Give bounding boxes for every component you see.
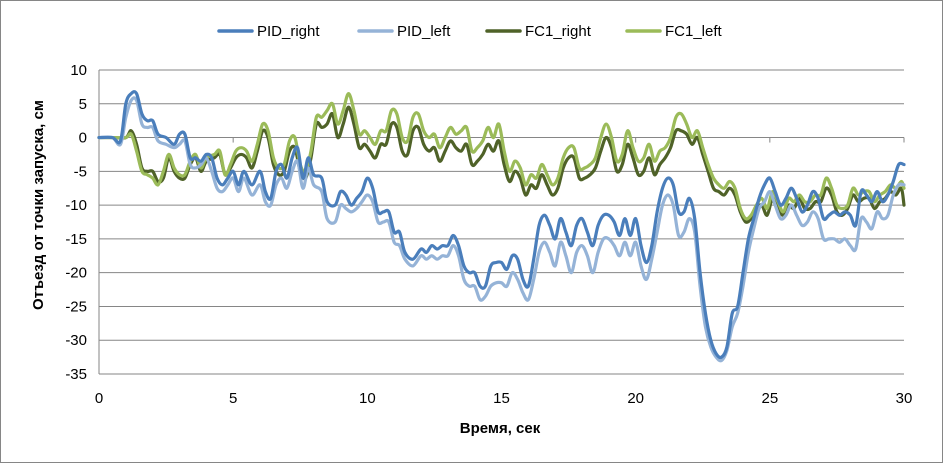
x-tick-label: 30 xyxy=(896,390,913,407)
legend-item-pid-left: PID_left xyxy=(357,23,451,40)
gridlines xyxy=(99,69,904,375)
y-tick-labels: 10 5 0 -5 -10 -15 -20 -25 -30 -35 xyxy=(65,62,87,383)
x-tick-label: 5 xyxy=(229,390,237,407)
y-tick-label: -20 xyxy=(65,265,87,282)
series-line-pid-right xyxy=(97,90,906,360)
x-tick-label: 20 xyxy=(627,390,644,407)
series-lines xyxy=(97,90,906,363)
y-tick-label: -35 xyxy=(65,366,87,383)
x-tick-label: 0 xyxy=(95,390,103,407)
legend-label: FC1_left xyxy=(665,23,723,40)
y-tick-label: -25 xyxy=(65,298,87,315)
y-tick-label: 10 xyxy=(70,62,87,79)
legend-item-fc1-left: FC1_left xyxy=(625,23,723,40)
y-tick-label: -5 xyxy=(74,163,87,180)
y-tick-label: -30 xyxy=(65,332,87,349)
axes xyxy=(98,70,905,374)
x-tick-label: 25 xyxy=(761,390,778,407)
legend-label: FC1_right xyxy=(525,23,592,40)
y-tick-label: 0 xyxy=(79,130,87,147)
x-tick-label: 10 xyxy=(359,390,376,407)
legend-label: PID_left xyxy=(397,23,451,40)
legend-item-pid-right: PID_right xyxy=(217,23,320,40)
y-axis-title: Отъезд от точки запуска, см xyxy=(30,100,47,310)
x-tick-labels: 0 5 10 15 20 25 30 xyxy=(95,390,913,407)
series-line-pid-left xyxy=(97,96,906,363)
legend: PID_right PID_left FC1_right FC1_left xyxy=(217,23,723,40)
x-tick-label: 15 xyxy=(493,390,510,407)
y-tick-label: 5 xyxy=(79,96,87,113)
legend-label: PID_right xyxy=(257,23,320,40)
y-tick-label: -15 xyxy=(65,231,87,248)
x-axis-title: Время, сек xyxy=(460,420,541,437)
y-tick-label: -10 xyxy=(65,197,87,214)
legend-item-fc1-right: FC1_right xyxy=(485,23,592,40)
